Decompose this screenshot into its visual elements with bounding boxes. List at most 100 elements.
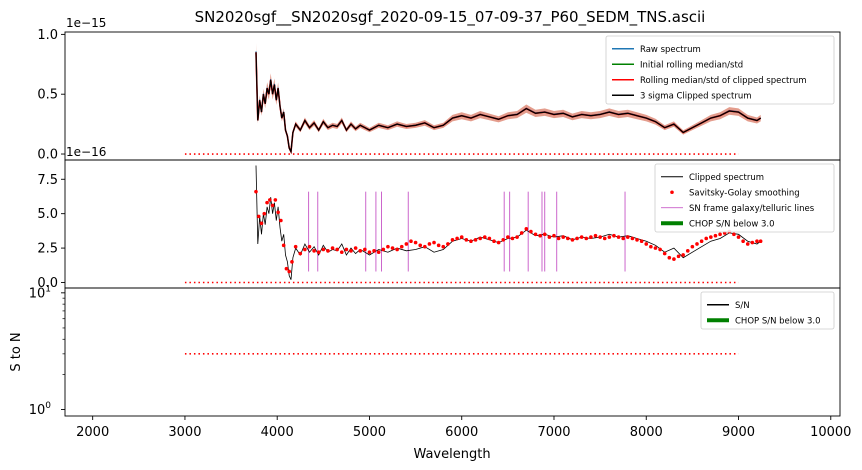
smoothing-point: [273, 198, 278, 202]
smoothing-point: [259, 221, 264, 226]
smoothing-point: [279, 218, 283, 223]
smoothing-point: [579, 235, 584, 239]
y-tick-label: 0.0: [37, 148, 58, 163]
smoothing-point: [547, 235, 552, 239]
smoothing-point: [367, 250, 372, 255]
y-tick-label: 100: [29, 401, 52, 418]
smoothing-point: [395, 247, 399, 252]
smoothing-point: [284, 266, 289, 271]
x-tick-label: 7000: [537, 425, 570, 440]
smoothing-point: [653, 246, 658, 250]
smoothing-point: [326, 249, 330, 253]
smoothing-point: [575, 236, 579, 241]
smoothing-point: [321, 247, 326, 252]
smoothing-point: [672, 257, 676, 261]
smoothing-point: [256, 214, 261, 219]
legend-label: Initial rolling median/std: [640, 60, 743, 70]
bottom-legend: S/N CHOP S/N below 3.0: [700, 291, 835, 330]
smoothing-point: [268, 198, 272, 202]
bottom-y-ticks: 100 101: [29, 284, 65, 418]
smoothing-point: [404, 242, 409, 246]
smoothing-point: [492, 239, 496, 244]
smoothing-point: [290, 260, 294, 264]
legend-label: CHOP S/N below 3.0: [735, 316, 821, 326]
smoothing-point: [607, 235, 612, 239]
legend-label: CHOP S/N below 3.0: [689, 219, 775, 229]
y-tick-label: 2.5: [37, 242, 58, 257]
smoothing-point: [450, 238, 455, 242]
smoothing-point: [496, 240, 501, 245]
smoothing-point: [667, 255, 672, 260]
smoothing-point: [376, 250, 381, 255]
legend-label: SN frame galaxy/telluric lines: [689, 204, 815, 214]
top-data: [184, 43, 762, 155]
legend-label: Rolling median/std of clipped spectrum: [640, 76, 807, 86]
smoothing-point: [676, 254, 681, 259]
smoothing-point: [662, 251, 667, 256]
middle-panel: 1e−16 0.0 2.5 5.0 7.5 Clipped spectrum Savit…: [37, 145, 841, 291]
smoothing-point: [358, 249, 363, 253]
smoothing-point: [681, 253, 685, 257]
x-tick-label: 6000: [445, 425, 478, 440]
smoothing-point: [704, 236, 709, 241]
smoothing-point: [566, 236, 570, 241]
smoothing-point: [685, 249, 690, 253]
smoothing-point: [436, 243, 441, 248]
smoothing-point: [745, 242, 750, 246]
smoothing-point: [718, 232, 722, 237]
smoothing-point: [741, 239, 745, 244]
top-legend: Raw spectrum Initial rolling median/std Ro…: [605, 35, 835, 105]
smoothing-point: [589, 235, 593, 239]
smoothing-point: [487, 236, 492, 241]
figure-title: SN2020sgf__SN2020sgf_2020-09-15_07-09-37…: [195, 8, 706, 27]
smoothing-point: [542, 232, 547, 237]
middle-data: [184, 165, 763, 284]
x-axis-label: Wavelength: [413, 447, 490, 462]
smoothing-point: [386, 244, 390, 249]
smoothing-point: [750, 240, 755, 245]
smoothing-point: [265, 200, 269, 205]
smoothing-point: [658, 247, 662, 252]
smoothing-point: [473, 238, 478, 242]
smoothing-point: [625, 235, 630, 239]
y-tick-label: 0.5: [37, 88, 58, 103]
legend-swatch: [670, 190, 674, 195]
legend-box: [700, 291, 835, 330]
smoothing-point: [312, 249, 316, 253]
smoothing-point: [713, 233, 718, 238]
smoothing-point: [482, 235, 487, 239]
x-tick-label: 10000: [810, 425, 851, 440]
smoothing-point: [552, 233, 556, 238]
smoothing-point: [649, 244, 653, 249]
smoothing-point: [755, 239, 759, 244]
smoothing-point: [390, 246, 395, 250]
smoothing-point: [298, 251, 303, 256]
bottom-panel: 100 101 S/N CHOP S/N below 3.0 S to N: [9, 284, 841, 418]
smoothing-point: [276, 210, 280, 215]
smoothing-point: [630, 236, 635, 241]
smoothing-point: [621, 236, 625, 241]
smoothing-point: [413, 240, 418, 245]
legend-box: [654, 163, 835, 233]
smoothing-point: [344, 247, 349, 252]
smoothing-point: [612, 233, 616, 238]
smoothing-point: [690, 244, 695, 249]
clipped-spectrum-line: [255, 52, 762, 154]
smoothing-point: [593, 233, 598, 238]
y-tick-label: 101: [29, 284, 51, 301]
smoothing-point: [459, 235, 464, 239]
smoothing-point: [381, 247, 386, 252]
smoothing-point: [556, 236, 561, 241]
x-tick-label: 3000: [168, 425, 201, 440]
smoothing-point: [287, 269, 291, 274]
smoothing-point: [353, 246, 358, 250]
y-tick-label: 7.5: [37, 173, 58, 188]
smoothing-point: [363, 247, 367, 252]
y-axis-label: S to N: [9, 332, 24, 371]
smoothing-point: [464, 238, 469, 242]
smoothing-point: [538, 233, 542, 238]
smoothing-point: [478, 236, 482, 241]
smoothing-point: [432, 240, 436, 245]
smoothing-point: [307, 244, 312, 249]
